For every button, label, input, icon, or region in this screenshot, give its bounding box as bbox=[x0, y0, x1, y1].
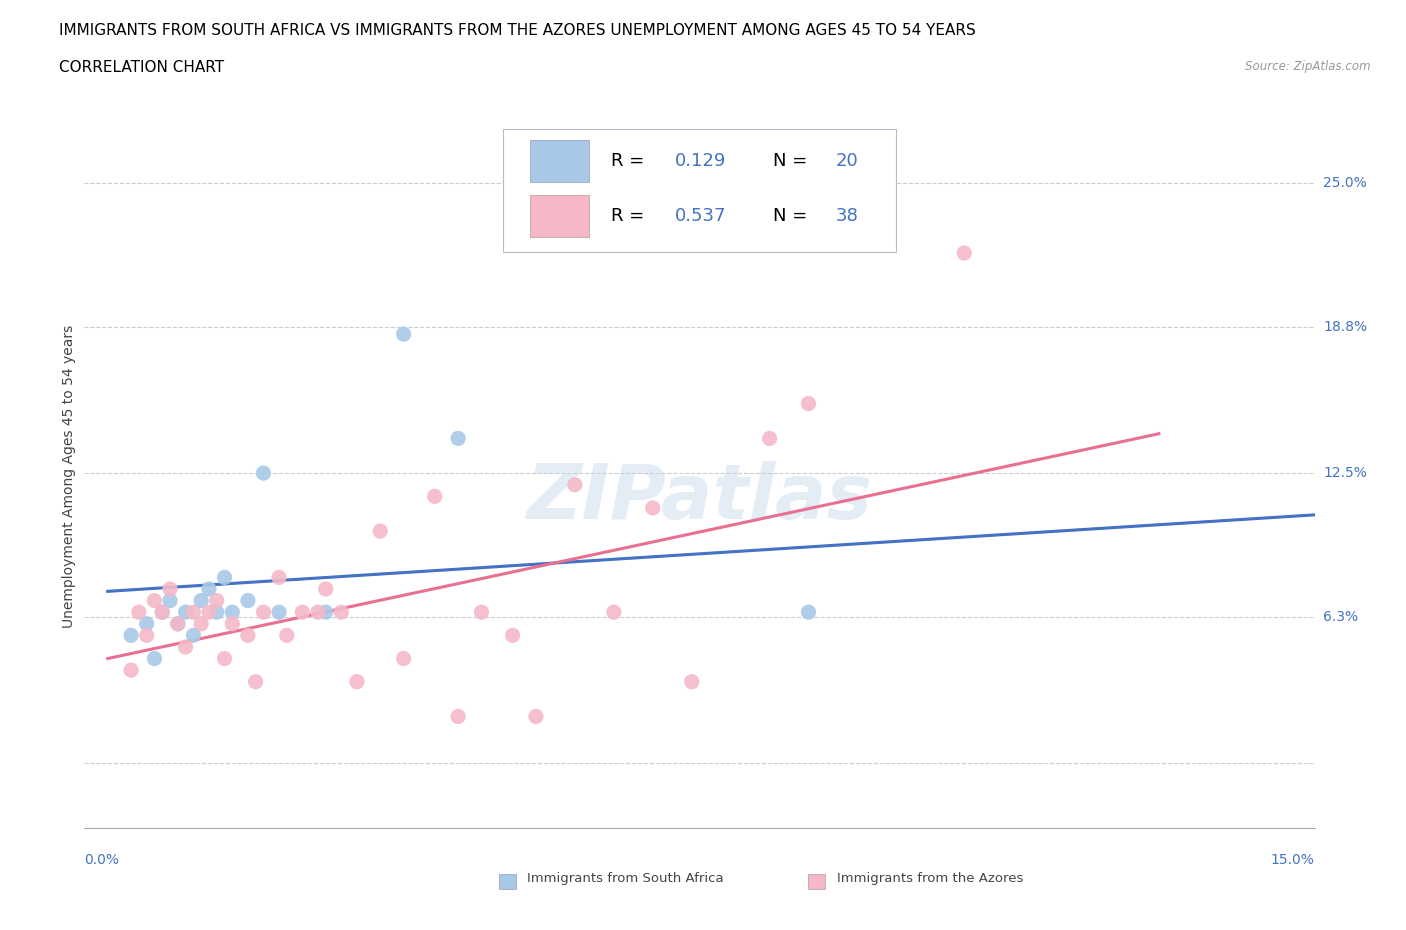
Text: 15.0%: 15.0% bbox=[1271, 853, 1315, 867]
Point bbox=[368, 524, 391, 538]
Point bbox=[214, 651, 236, 666]
Text: 38: 38 bbox=[837, 207, 859, 225]
FancyBboxPatch shape bbox=[503, 129, 897, 252]
Point bbox=[291, 604, 314, 619]
Point bbox=[392, 651, 415, 666]
Point bbox=[236, 593, 259, 608]
Point bbox=[267, 570, 290, 585]
Point bbox=[564, 477, 586, 492]
Text: 20: 20 bbox=[837, 152, 859, 170]
Point bbox=[797, 604, 820, 619]
Point bbox=[174, 640, 197, 655]
Point bbox=[174, 604, 197, 619]
Point bbox=[198, 604, 221, 619]
Text: 18.8%: 18.8% bbox=[1323, 320, 1367, 334]
Point bbox=[267, 604, 290, 619]
Point bbox=[166, 617, 188, 631]
Text: Source: ZipAtlas.com: Source: ZipAtlas.com bbox=[1246, 60, 1371, 73]
Point bbox=[276, 628, 298, 643]
Point bbox=[120, 663, 142, 678]
Point bbox=[603, 604, 626, 619]
Text: 6.3%: 6.3% bbox=[1323, 610, 1358, 624]
Point bbox=[205, 604, 228, 619]
Point bbox=[150, 604, 173, 619]
Point bbox=[252, 604, 274, 619]
Point bbox=[128, 604, 150, 619]
Text: R =: R = bbox=[612, 207, 650, 225]
Bar bbox=[808, 874, 825, 889]
Point bbox=[502, 628, 524, 643]
Point bbox=[214, 570, 236, 585]
Bar bbox=[499, 874, 516, 889]
Text: N =: N = bbox=[773, 152, 813, 170]
Point bbox=[198, 581, 221, 596]
Text: R =: R = bbox=[612, 152, 650, 170]
Text: 0.537: 0.537 bbox=[675, 207, 727, 225]
Point bbox=[315, 581, 337, 596]
Point bbox=[797, 396, 820, 411]
Text: Immigrants from South Africa: Immigrants from South Africa bbox=[527, 872, 724, 885]
Point bbox=[252, 466, 274, 481]
Point bbox=[150, 604, 173, 619]
Point bbox=[166, 617, 188, 631]
Text: 0.0%: 0.0% bbox=[84, 853, 120, 867]
Point bbox=[221, 617, 243, 631]
Point bbox=[159, 593, 181, 608]
Text: 0.129: 0.129 bbox=[675, 152, 727, 170]
Point bbox=[135, 617, 157, 631]
Point bbox=[447, 709, 470, 724]
Point bbox=[315, 604, 337, 619]
Point bbox=[470, 604, 492, 619]
Point bbox=[221, 604, 243, 619]
Point bbox=[447, 431, 470, 445]
Text: 12.5%: 12.5% bbox=[1323, 466, 1367, 480]
Point bbox=[143, 651, 166, 666]
Point bbox=[681, 674, 703, 689]
Point bbox=[758, 431, 780, 445]
Point bbox=[183, 628, 205, 643]
Point bbox=[953, 246, 976, 260]
Point bbox=[307, 604, 329, 619]
Text: IMMIGRANTS FROM SOUTH AFRICA VS IMMIGRANTS FROM THE AZORES UNEMPLOYMENT AMONG AG: IMMIGRANTS FROM SOUTH AFRICA VS IMMIGRAN… bbox=[59, 23, 976, 38]
Point bbox=[524, 709, 547, 724]
Y-axis label: Unemployment Among Ages 45 to 54 years: Unemployment Among Ages 45 to 54 years bbox=[62, 325, 76, 629]
Point bbox=[205, 593, 228, 608]
Point bbox=[159, 581, 181, 596]
FancyBboxPatch shape bbox=[530, 140, 589, 182]
Text: Immigrants from the Azores: Immigrants from the Azores bbox=[837, 872, 1024, 885]
FancyBboxPatch shape bbox=[530, 195, 589, 237]
Point bbox=[190, 593, 212, 608]
Point bbox=[245, 674, 267, 689]
Point bbox=[190, 617, 212, 631]
Point bbox=[392, 326, 415, 341]
Point bbox=[120, 628, 142, 643]
Text: N =: N = bbox=[773, 207, 813, 225]
Text: CORRELATION CHART: CORRELATION CHART bbox=[59, 60, 224, 75]
Point bbox=[135, 628, 157, 643]
Point bbox=[346, 674, 368, 689]
Point bbox=[183, 604, 205, 619]
Point bbox=[143, 593, 166, 608]
Text: 25.0%: 25.0% bbox=[1323, 177, 1367, 191]
Text: ZIPatlas: ZIPatlas bbox=[526, 460, 873, 535]
Point bbox=[641, 500, 664, 515]
Point bbox=[236, 628, 259, 643]
Point bbox=[330, 604, 353, 619]
Point bbox=[423, 489, 446, 504]
